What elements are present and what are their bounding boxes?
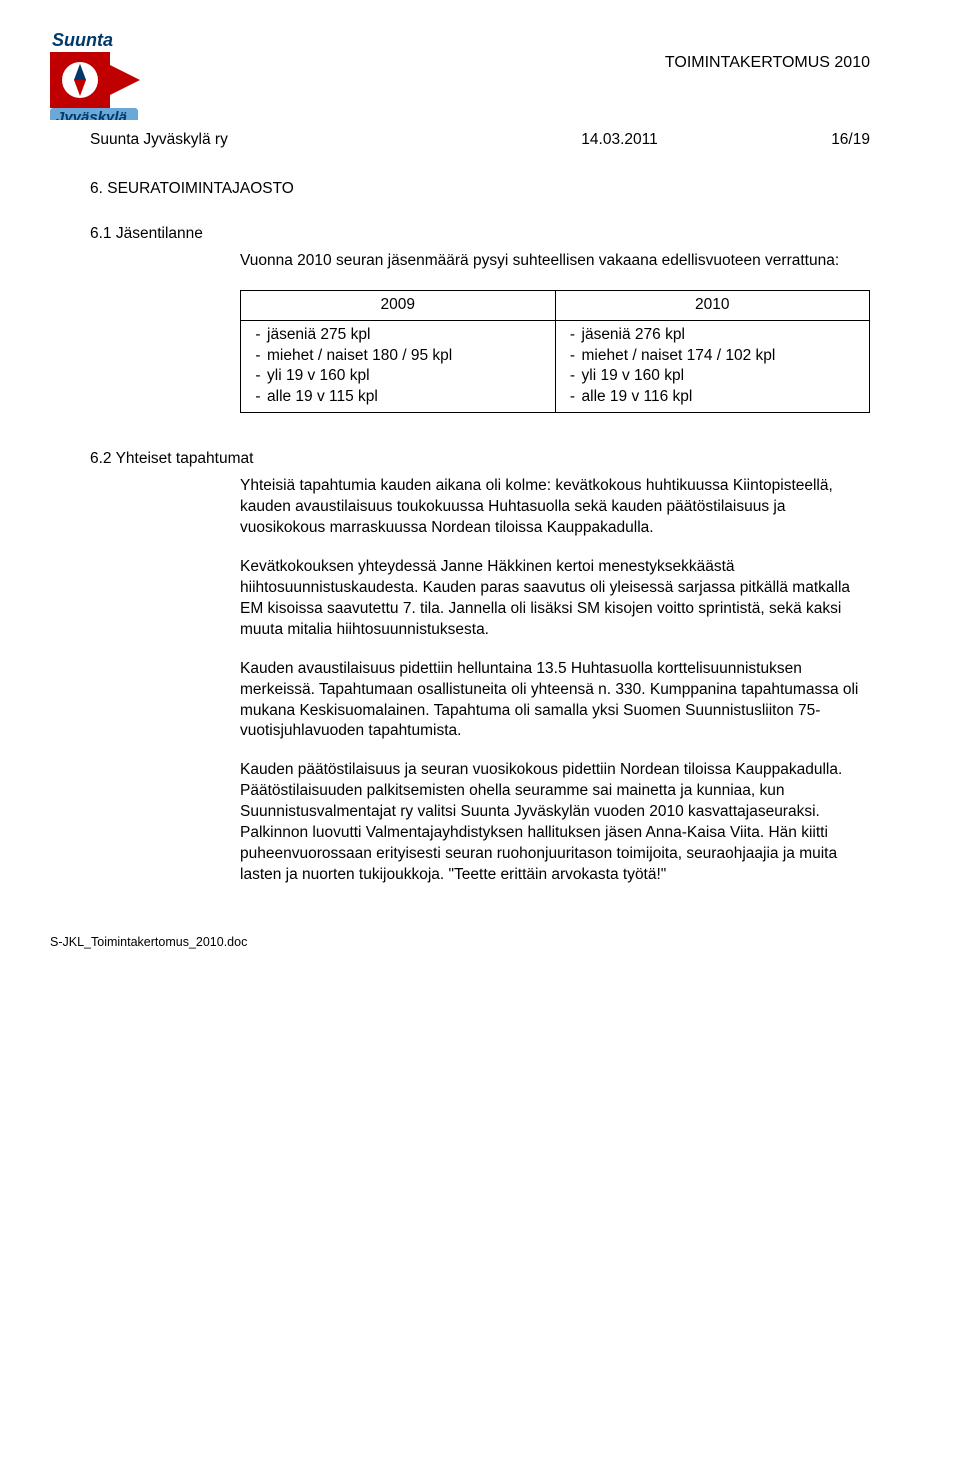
section-6-1-content: Vuonna 2010 seuran jäsenmäärä pysyi suht… — [240, 251, 870, 414]
col-2009-header: 2009 — [241, 290, 556, 320]
section-6-heading: 6. SEURATOIMINTAJAOSTO — [90, 179, 870, 200]
dash-icon: - — [249, 387, 267, 408]
dash-icon: - — [249, 366, 267, 387]
col-2010-list: -jäseniä 276 kpl -miehet / naiset 174 / … — [564, 325, 862, 409]
list-item: -jäseniä 275 kpl — [249, 325, 547, 346]
document-title: TOIMINTAKERTOMUS 2010 — [665, 52, 870, 74]
col-2009-list: -jäseniä 275 kpl -miehet / naiset 180 / … — [249, 325, 547, 409]
list-item: -miehet / naiset 180 / 95 kpl — [249, 346, 547, 367]
dash-icon: - — [564, 325, 582, 346]
list-item-text: yli 19 v 160 kpl — [267, 366, 370, 387]
section-6-1-heading: 6.1 Jäsentilanne — [90, 224, 870, 245]
list-item-text: miehet / naiset 174 / 102 kpl — [582, 346, 776, 367]
list-item-text: alle 19 v 115 kpl — [267, 387, 378, 408]
list-item: -alle 19 v 115 kpl — [249, 387, 547, 408]
org-logo: Suunta Jyväskylä — [50, 30, 150, 120]
page-number: 16/19 — [831, 130, 870, 151]
dash-icon: - — [564, 366, 582, 387]
logo-svg: Suunta Jyväskylä — [50, 30, 150, 120]
list-item-text: jäseniä 275 kpl — [267, 325, 370, 346]
list-item: -alle 19 v 116 kpl — [564, 387, 862, 408]
col-2009-cell: -jäseniä 275 kpl -miehet / naiset 180 / … — [241, 320, 556, 413]
document-header: Suunta Jyväskylä TOIMINTAKERTOMUS 2010 — [90, 30, 870, 120]
col-2010-header: 2010 — [555, 290, 870, 320]
section-6-2-heading: 6.2 Yhteiset tapahtumat — [90, 449, 870, 470]
paragraph: Kauden päätöstilaisuus ja seuran vuosiko… — [240, 760, 870, 886]
col-2010-cell: -jäseniä 276 kpl -miehet / naiset 174 / … — [555, 320, 870, 413]
section-6-2-content: Yhteisiä tapahtumia kauden aikana oli ko… — [240, 476, 870, 886]
logo-bottom-text: Jyväskylä — [56, 109, 127, 120]
dash-icon: - — [249, 346, 267, 367]
list-item: -miehet / naiset 174 / 102 kpl — [564, 346, 862, 367]
org-name: Suunta Jyväskylä ry — [90, 130, 228, 151]
list-item-text: jäseniä 276 kpl — [582, 325, 685, 346]
document-date: 14.03.2011 — [581, 130, 657, 151]
logo-top-text: Suunta — [52, 30, 113, 50]
list-item-text: alle 19 v 116 kpl — [582, 387, 693, 408]
table-header-row: 2009 2010 — [241, 290, 870, 320]
list-item: -jäseniä 276 kpl — [564, 325, 862, 346]
list-item-text: miehet / naiset 180 / 95 kpl — [267, 346, 452, 367]
paragraph: Yhteisiä tapahtumia kauden aikana oli ko… — [240, 476, 870, 539]
table-data-row: -jäseniä 275 kpl -miehet / naiset 180 / … — [241, 320, 870, 413]
list-item: -yli 19 v 160 kpl — [249, 366, 547, 387]
paragraph: Kevätkokouksen yhteydessä Janne Häkkinen… — [240, 557, 870, 641]
list-item-text: yli 19 v 160 kpl — [582, 366, 685, 387]
meta-row: Suunta Jyväskylä ry 14.03.2011 16/19 — [90, 130, 870, 151]
footer-filename: S-JKL_Toimintakertomus_2010.doc — [50, 934, 870, 951]
dash-icon: - — [564, 387, 582, 408]
paragraph: Kauden avaustilaisuus pidettiin hellunta… — [240, 659, 870, 743]
list-item: -yli 19 v 160 kpl — [564, 366, 862, 387]
intro-paragraph: Vuonna 2010 seuran jäsenmäärä pysyi suht… — [240, 251, 870, 272]
dash-icon: - — [249, 325, 267, 346]
membership-table: 2009 2010 -jäseniä 275 kpl -miehet / nai… — [240, 290, 870, 414]
dash-icon: - — [564, 346, 582, 367]
